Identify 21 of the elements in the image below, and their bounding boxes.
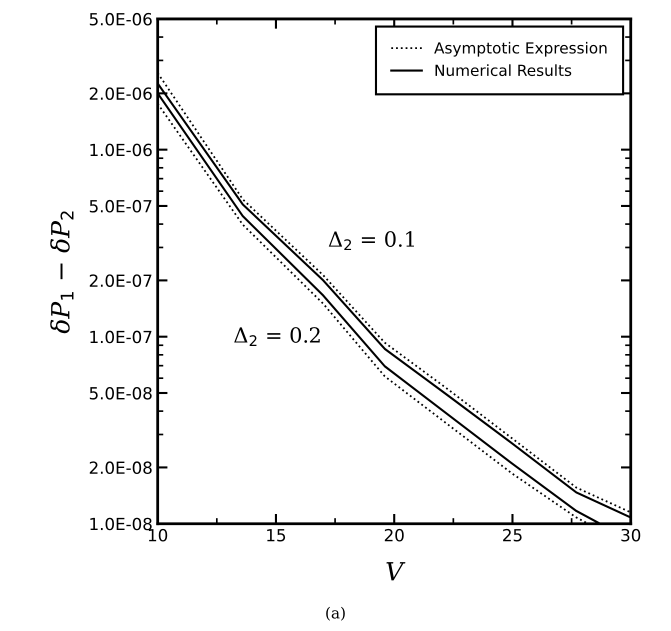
x-tick-label: 20 xyxy=(384,528,404,542)
legend-label: Asymptotic Expression xyxy=(434,42,607,57)
y-tick-label: 2.0E-06 xyxy=(90,87,152,100)
text: (a) xyxy=(326,606,345,621)
y-tick-label: 2.0E-08 xyxy=(90,461,152,474)
y-tick-label: 2.0E-07 xyxy=(90,274,152,287)
y-tick-label: 1.0E-08 xyxy=(90,518,152,530)
y-tick-label: 5.0E-06 xyxy=(90,12,152,26)
x-tick-label: 15 xyxy=(267,529,286,542)
x-tick-label: 30 xyxy=(621,528,640,542)
y-tick-label: 5.0E-08 xyxy=(90,386,152,400)
legend-label: Numerical Results xyxy=(436,64,572,76)
annotation: Δ$_{2}$ = 0.1 xyxy=(328,231,414,250)
x-axis-title: V xyxy=(386,562,406,580)
x-tick-label: 25 xyxy=(503,528,522,542)
y-tick-label: 1.0E-06 xyxy=(90,144,152,156)
y-axis-title: δP$_{1}$ − δP$_{2}$ xyxy=(50,211,74,334)
y-tick-label: 5.0E-07 xyxy=(90,200,152,213)
x-tick-label: 10 xyxy=(148,528,168,542)
annotation: Δ$_{2}$ = 0.2 xyxy=(234,327,320,346)
y-tick-label: 1.0E-07 xyxy=(90,330,152,344)
